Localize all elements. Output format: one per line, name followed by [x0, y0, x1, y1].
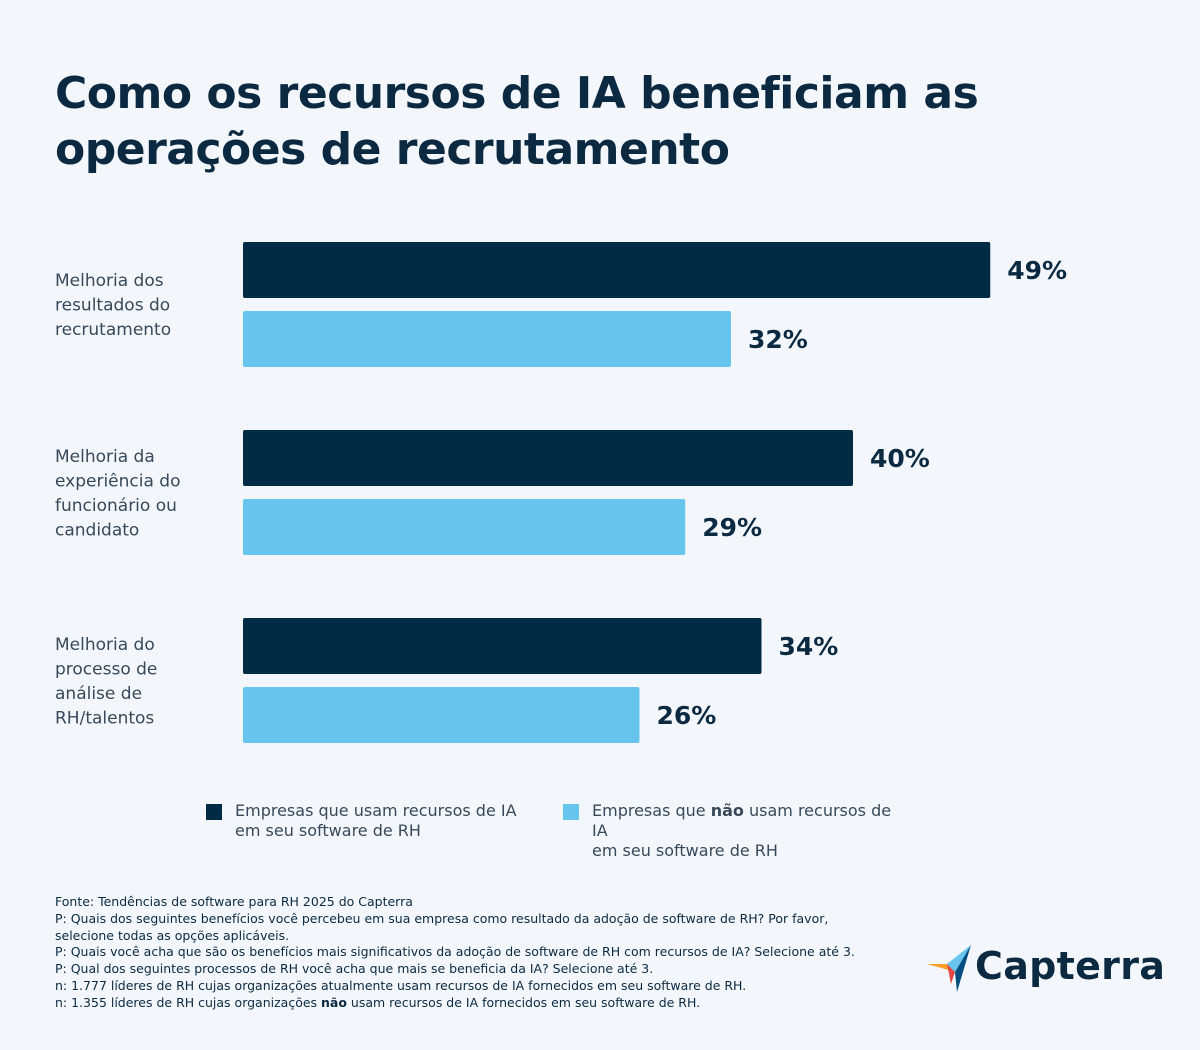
bar-without-ai-recruitment-results	[243, 311, 731, 367]
sample-size-with-ai: n: 1.777 líderes de RH cujas organizaçõe…	[55, 977, 747, 993]
bar-without-ai-hr-talent-analysis	[243, 687, 640, 743]
capterra-logo: Capterra	[925, 940, 1165, 1000]
bar-without-ai-employee-candidate-experience	[243, 499, 686, 555]
legend-swatch-without-ai	[563, 804, 579, 820]
capterra-arrow-icon	[927, 945, 971, 992]
legend-swatch-with-ai	[206, 804, 222, 820]
bar-with-ai-employee-candidate-experience	[243, 430, 853, 486]
question-3-line: P: Qual dos seguintes processos de RH vo…	[55, 961, 654, 977]
value-label-with-ai-hr-talent-analysis: 34%	[779, 632, 839, 661]
value-label-with-ai-employee-candidate-experience: 40%	[870, 444, 930, 473]
sample-size-without-ai: n: 1.355 líderes de RH cujas organizaçõe…	[55, 994, 701, 1010]
legend-label-with-ai: Empresas que usam recursos de IA em seu …	[235, 801, 535, 841]
question-1-line-a: P: Quais dos seguintes benefícios você p…	[55, 910, 829, 926]
legend-with-ai-line-1: Empresas que usam recursos de IA	[235, 801, 517, 820]
value-label-with-ai-recruitment-results: 49%	[1007, 256, 1067, 285]
title-line-2: operações de recrutamento	[55, 124, 730, 175]
category-label-recruitment-results: Melhoria dos resultados do recrutamento	[55, 271, 171, 340]
legend-with-ai-line-2: em seu software de RH	[235, 821, 421, 840]
value-label-without-ai-hr-talent-analysis: 26%	[657, 701, 717, 730]
category-label-hr-talent-analysis: Melhoria do processo de análise de RH/talen…	[55, 635, 157, 729]
legend-label-without-ai: Empresas que não usam recursos de IA em …	[592, 801, 892, 861]
title-line-1: Como os recursos de IA beneficiam as	[55, 68, 979, 119]
legend-without-ai-line-1: Empresas que não usam recursos de IA	[592, 801, 892, 840]
chart-title: Como os recursos de IA beneficiam as ope…	[55, 66, 1055, 178]
value-label-without-ai-employee-candidate-experience: 29%	[702, 513, 762, 542]
value-label-without-ai-recruitment-results: 32%	[748, 325, 808, 354]
legend-without-ai-line-2: em seu software de RH	[592, 841, 778, 860]
capterra-logo-text: Capterra	[975, 944, 1166, 988]
category-label-employee-candidate-experience: Melhoria da experiência do funcionário ou c…	[55, 447, 181, 541]
question-1-line-b: selecione todas as opções aplicáveis.	[55, 927, 290, 943]
question-2-line: P: Quais você acha que são os benefícios…	[55, 944, 855, 960]
bar-with-ai-recruitment-results	[243, 242, 991, 298]
source-line: Fonte: Tendências de software para RH 20…	[55, 894, 413, 909]
bar-chart: Melhoria dos resultados do recrutamento 49%…	[55, 242, 1067, 743]
bar-with-ai-hr-talent-analysis	[243, 618, 762, 674]
source-notes: Fonte: Tendências de software para RH 20…	[55, 894, 935, 1012]
